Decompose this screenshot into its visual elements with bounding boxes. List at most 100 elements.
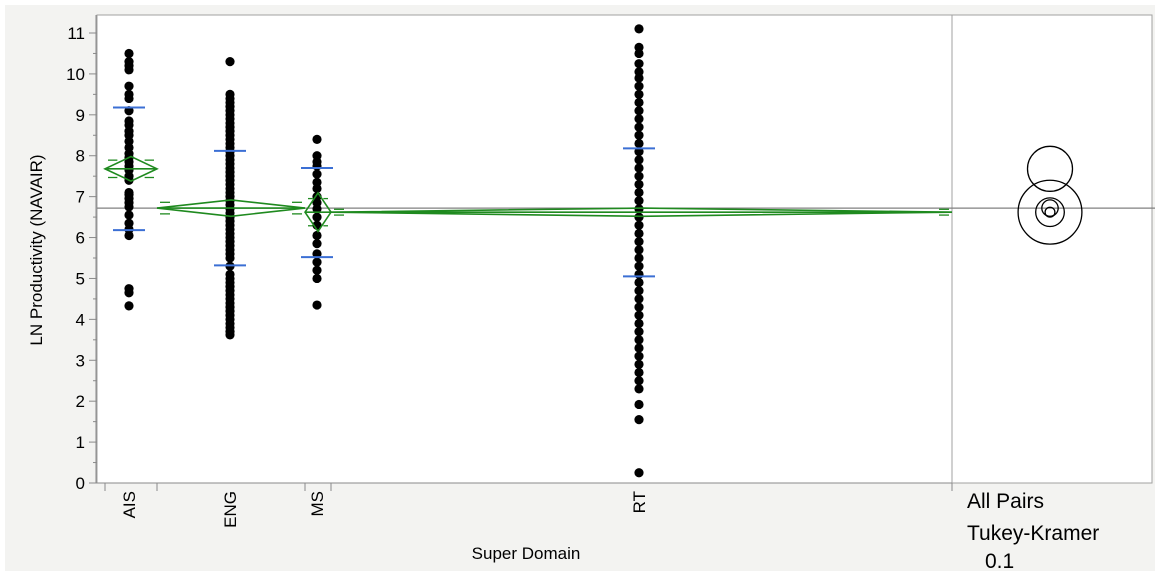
x-tick-label: RT	[630, 491, 649, 513]
data-point	[634, 335, 644, 345]
y-tick-label: 3	[76, 351, 85, 370]
data-point	[124, 48, 134, 59]
data-point	[634, 327, 644, 337]
x-tick-label: AIS	[120, 491, 139, 518]
data-point	[634, 97, 644, 108]
data-point	[634, 81, 644, 91]
data-point	[225, 89, 235, 99]
plot-marks	[97, 24, 1155, 478]
data-point	[634, 318, 644, 329]
data-point	[634, 212, 644, 222]
data-point	[124, 210, 134, 220]
comparison-label-line-3: 0.1	[985, 550, 1014, 571]
data-point	[634, 399, 644, 410]
data-point	[634, 228, 644, 239]
x-axis: AIS ENG MS RT	[97, 482, 953, 528]
y-tick-label: 5	[76, 269, 85, 288]
comparison-circles	[1017, 145, 1083, 245]
data-point	[634, 310, 644, 320]
y-tick-label: 9	[76, 106, 85, 125]
y-tick-label: 2	[76, 392, 85, 411]
x-tick-label: ENG	[221, 491, 240, 528]
data-point	[225, 269, 235, 279]
data-point	[634, 220, 644, 230]
data-point	[634, 106, 644, 116]
data-point	[634, 294, 644, 304]
data-point	[634, 187, 644, 198]
y-tick-label: 6	[76, 229, 85, 248]
data-point	[634, 130, 644, 140]
data-point	[634, 171, 644, 181]
data-point	[634, 114, 644, 124]
comparison-circle	[1044, 206, 1056, 218]
data-point	[634, 261, 644, 271]
data-point	[634, 302, 644, 312]
data-point	[634, 351, 644, 361]
comparison-circles-panel	[951, 14, 1153, 484]
data-point	[124, 284, 134, 294]
data-point	[124, 116, 134, 126]
comparison-label-line-2: Tukey-Kramer	[967, 522, 1099, 545]
data-point	[124, 89, 134, 99]
data-point	[634, 155, 644, 165]
y-tick-label: 11	[67, 24, 85, 43]
data-point	[634, 286, 644, 296]
y-axis-label: LN Productivity (NAVAIR)	[27, 154, 46, 345]
data-point	[634, 343, 644, 353]
data-point	[312, 169, 322, 179]
comparison-label-line-1: All Pairs	[967, 490, 1044, 513]
data-point	[634, 269, 644, 279]
y-tick-label: 7	[76, 188, 85, 207]
data-point	[124, 301, 134, 311]
data-point	[634, 359, 644, 369]
data-point	[634, 277, 644, 288]
y-tick-label: 4	[76, 310, 85, 329]
data-point	[124, 187, 134, 198]
x-axis-label: Super Domain	[472, 544, 581, 563]
comparison-circle	[1017, 179, 1083, 245]
data-point	[312, 300, 322, 310]
data-point	[312, 273, 322, 284]
y-axis: 0 1 2 3 4 5 6 7 8 9 10 11	[66, 15, 97, 493]
y-tick-label: 1	[76, 433, 85, 452]
oneway-chart: 0 1 2 3 4 5 6 7 8 9 10 11 AIS ENG MS RT LN Productivit…	[27, 14, 1155, 571]
data-point	[312, 177, 322, 187]
x-tick-label: MS	[308, 491, 327, 517]
data-point	[225, 57, 235, 67]
data-point	[634, 179, 644, 189]
data-point	[634, 253, 644, 263]
data-point	[634, 122, 644, 132]
data-point	[634, 468, 644, 478]
comparison-circle	[1041, 199, 1059, 217]
data-point	[124, 81, 134, 91]
y-tick-label: 10	[66, 65, 85, 84]
y-tick-label: 8	[76, 147, 85, 166]
y-tick-label: 0	[76, 474, 85, 493]
comparison-circle	[1026, 145, 1074, 192]
data-point	[634, 24, 644, 34]
data-point	[634, 367, 644, 378]
data-point	[634, 89, 644, 99]
data-point	[312, 212, 322, 222]
data-point	[634, 245, 644, 255]
data-point	[634, 59, 644, 69]
data-point	[312, 265, 322, 275]
data-point	[312, 134, 322, 144]
data-point	[312, 230, 322, 241]
data-point	[634, 376, 644, 386]
data-point	[634, 67, 644, 77]
data-point	[124, 57, 134, 67]
data-point	[312, 257, 322, 267]
chart-panel: 0 1 2 3 4 5 6 7 8 9 10 11 AIS ENG MS RT LN Productivit…	[5, 5, 1155, 571]
data-point	[124, 218, 134, 228]
data-point	[634, 237, 644, 247]
data-point	[634, 414, 644, 425]
comparison-circle	[1035, 197, 1065, 228]
plot-area	[96, 14, 953, 484]
data-point	[634, 384, 644, 394]
data-point	[312, 239, 322, 249]
data-point	[634, 138, 644, 149]
data-point	[312, 151, 322, 161]
data-point	[634, 163, 644, 173]
data-point	[634, 196, 644, 206]
